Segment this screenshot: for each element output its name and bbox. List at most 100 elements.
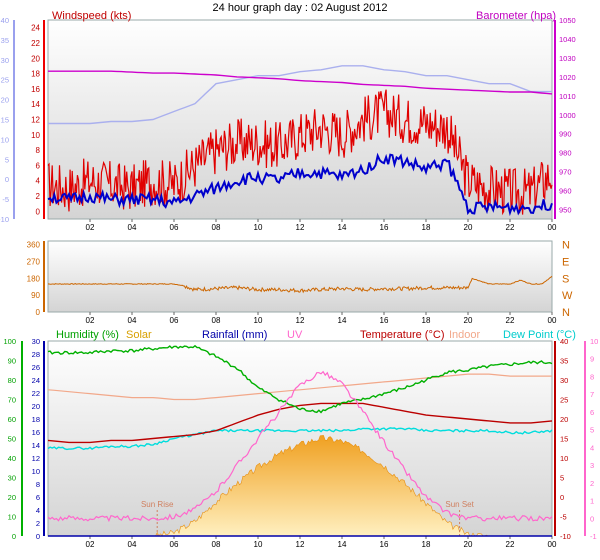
- windspeed-tick-label: 16: [31, 85, 40, 94]
- gust-tick-label: 25: [1, 76, 9, 85]
- barometer-tick-label: 950: [559, 206, 572, 215]
- rainfall-tick-label: 4: [36, 506, 40, 515]
- time-tick-label: 02: [86, 223, 95, 232]
- time-tick-label: 20: [464, 540, 473, 549]
- uv-tick-label: 5: [590, 426, 594, 435]
- temperature-tick-label: -5: [560, 513, 567, 522]
- gust-tick-label: 10: [1, 135, 9, 144]
- time-tick-label: 10: [254, 316, 263, 325]
- wind-direction-line: [47, 275, 553, 294]
- uv-tick-label: 10: [590, 337, 598, 346]
- time-tick-label: 00: [548, 223, 557, 232]
- windspeed-tick-label: 4: [36, 177, 41, 186]
- barometer-tick-label: 1000: [559, 111, 576, 120]
- indoor-temperature-line: [47, 373, 552, 401]
- uv-tick-label: 4: [590, 443, 594, 452]
- rainfall-tick-label: 28: [32, 350, 40, 359]
- temperature-tick-label: 30: [560, 376, 568, 385]
- time-tick-label: 22: [506, 316, 515, 325]
- barometer-tick-label: 970: [559, 168, 572, 177]
- gust-tick-label: 30: [1, 56, 9, 65]
- temperature-tick-label: 10: [560, 454, 568, 463]
- uv-tick-label: 3: [590, 461, 594, 470]
- time-tick-label: 14: [338, 316, 347, 325]
- solar-label: Solar: [126, 329, 152, 341]
- uv-tick-label: 8: [590, 372, 594, 381]
- gust-tick-label: 35: [1, 36, 9, 45]
- direction-tick-label: 90: [31, 291, 40, 300]
- windspeed-tick-label: 2: [36, 192, 41, 201]
- temperature-tick-label: 25: [560, 396, 568, 405]
- time-tick-label: 16: [380, 223, 389, 232]
- temperature-tick-label: 15: [560, 435, 568, 444]
- humidity-tick-label: 20: [8, 493, 16, 502]
- dewpoint-label: Dew Point (°C): [503, 329, 576, 341]
- time-tick-label: 14: [338, 223, 347, 232]
- windspeed-tick-label: 18: [31, 70, 40, 79]
- time-tick-label: 08: [212, 316, 221, 325]
- gust-tick-label: 20: [1, 96, 9, 105]
- humidity-tick-label: 10: [8, 513, 16, 522]
- time-tick-label: 08: [212, 540, 221, 549]
- windspeed-tick-label: 20: [31, 54, 40, 63]
- time-tick-label: 16: [380, 540, 389, 549]
- compass-label: W: [562, 290, 573, 302]
- temperature-tick-label: 20: [560, 415, 568, 424]
- windspeed-axis-label: Windspeed (kts): [52, 10, 131, 22]
- temperature-label: Temperature (°C): [360, 329, 444, 341]
- time-tick-label: 20: [464, 316, 473, 325]
- windspeed-tick-label: 12: [31, 116, 40, 125]
- uv-tick-label: 9: [590, 355, 594, 364]
- humidity-tick-label: 70: [8, 396, 16, 405]
- uv-tick-label: -1: [590, 532, 597, 541]
- barometer-line: [48, 70, 553, 95]
- time-tick-label: 06: [170, 316, 179, 325]
- windspeed-tick-label: 6: [36, 161, 41, 170]
- temperature-tick-label: 35: [560, 357, 568, 366]
- direction-tick-label: 360: [27, 241, 41, 250]
- gust-tick-label: 5: [5, 155, 9, 164]
- time-tick-label: 12: [296, 223, 305, 232]
- time-tick-label: 00: [548, 540, 557, 549]
- windspeed-tick-label: 24: [31, 24, 40, 33]
- gust-tick-label: 0: [5, 175, 9, 184]
- barometer-tick-label: 1050: [559, 16, 576, 25]
- windspeed-line: [47, 89, 553, 216]
- temperature-tick-label: 40: [560, 337, 568, 346]
- humidity-tick-label: 100: [3, 337, 16, 346]
- gust-tick-label: -10: [0, 215, 9, 224]
- windspeed-tick-label: 8: [36, 146, 41, 155]
- rainfall-tick-label: 0: [36, 532, 40, 541]
- compass-label: N: [562, 240, 570, 252]
- rainfall-tick-label: 20: [32, 402, 40, 411]
- direction-tick-label: 270: [27, 258, 41, 267]
- rainfall-tick-label: 30: [32, 337, 40, 346]
- humidity-line: [47, 344, 553, 414]
- barometer-tick-label: 1030: [559, 54, 576, 63]
- rainfall-tick-label: 12: [32, 454, 40, 463]
- rainfall-tick-label: 22: [32, 389, 40, 398]
- time-tick-label: 02: [86, 540, 95, 549]
- sun-set-label: Sun Set: [445, 500, 474, 509]
- time-tick-label: 06: [170, 223, 179, 232]
- barometer-tick-label: 960: [559, 187, 572, 196]
- dew-point-line: [47, 427, 553, 451]
- compass-label: S: [562, 273, 569, 285]
- compass-label: N: [562, 307, 570, 319]
- gust-envelope-line: [48, 65, 552, 125]
- temperature-tick-label: 0: [560, 493, 564, 502]
- barometer-tick-label: 1010: [559, 92, 576, 101]
- time-tick-label: 20: [464, 223, 473, 232]
- time-tick-label: 00: [548, 316, 557, 325]
- time-tick-label: 10: [254, 540, 263, 549]
- humidity-tick-label: 60: [8, 415, 16, 424]
- uv-label: UV: [287, 329, 303, 341]
- time-tick-label: 08: [212, 223, 221, 232]
- time-tick-label: 04: [128, 540, 137, 549]
- uv-tick-label: 0: [590, 514, 594, 523]
- uv-tick-label: 2: [590, 479, 594, 488]
- humidity-label: Humidity (%): [56, 329, 119, 341]
- barometer-tick-label: 1020: [559, 73, 576, 82]
